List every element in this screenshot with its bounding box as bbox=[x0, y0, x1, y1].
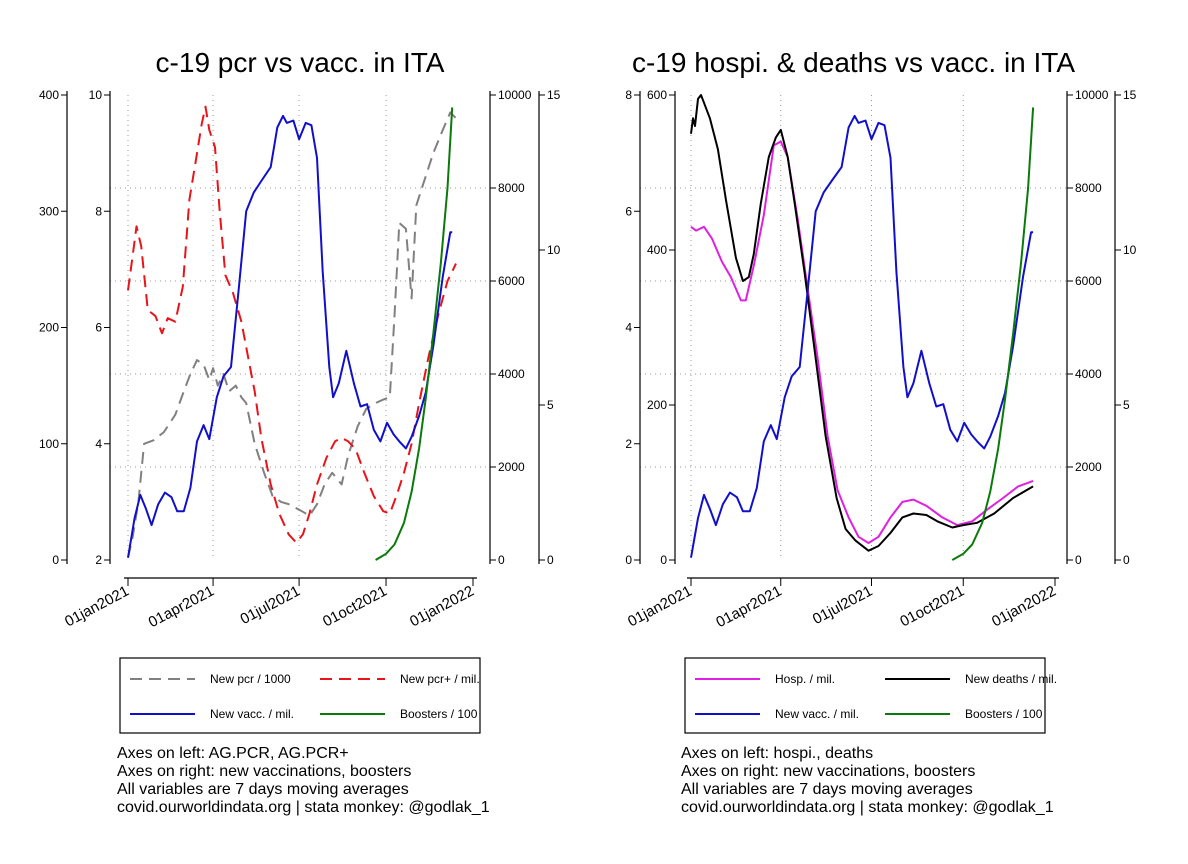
y-tick-label: 200 bbox=[39, 321, 59, 335]
note-line-3: All variables are 7 days moving averages bbox=[117, 781, 409, 798]
y-tick-label: 100 bbox=[39, 437, 59, 451]
note-line-1: Axes on left: AG.PCR, AG.PCR+ bbox=[117, 745, 349, 762]
series-line-new-vacc-mil bbox=[127, 114, 453, 558]
legend: New pcr / 1000 New pcr+ / mil. New vacc. /… bbox=[119, 657, 481, 734]
series-line-boosters-100 bbox=[375, 107, 454, 561]
y-tick-label: 10 bbox=[89, 88, 103, 102]
gridlines bbox=[110, 95, 490, 560]
y-tick-label: 10 bbox=[547, 243, 561, 257]
y-tick-label: 10000 bbox=[1075, 88, 1109, 102]
legend-box bbox=[684, 657, 1046, 734]
y-tick-label: 600 bbox=[647, 88, 667, 102]
series-line-new-deaths-mil bbox=[690, 94, 1034, 552]
note-line-2: Axes on right: new vaccinations, booster… bbox=[117, 763, 412, 780]
chart-pcr-vs-vacc: c-19 pcr vs vacc. in ITA0100200300400246… bbox=[39, 47, 561, 734]
y-tick-label: 15 bbox=[1123, 88, 1137, 102]
y-axis-left-outer: 0 200 400 600 bbox=[647, 88, 676, 567]
y-tick-label: 200 bbox=[647, 398, 667, 412]
y-tick-label: 8000 bbox=[498, 181, 525, 195]
note-line-2: Axes on right: new vaccinations, booster… bbox=[681, 763, 976, 780]
note-line-3: All variables are 7 days moving averages bbox=[681, 781, 973, 798]
series-line-boosters-100 bbox=[951, 107, 1035, 561]
x-tick-label: 01jul2021 bbox=[238, 583, 303, 629]
y-tick-label: 4000 bbox=[498, 367, 525, 381]
y-axis-left-inner: 0 2 4 6 8 bbox=[625, 88, 641, 567]
y-tick-label: 400 bbox=[647, 243, 667, 257]
legend-box bbox=[119, 657, 481, 734]
legend-label: Boosters / 100 bbox=[965, 707, 1043, 721]
y-tick-label: 10 bbox=[1123, 243, 1137, 257]
y-tick-label: 10000 bbox=[498, 88, 532, 102]
y-tick-label: 0 bbox=[498, 553, 505, 567]
y-tick-label: 400 bbox=[39, 88, 59, 102]
chart-notes: Axes on left: hospi., deaths Axes on rig… bbox=[681, 745, 1054, 817]
x-tick-label: 01jan2022 bbox=[407, 583, 477, 631]
x-tick-label: 01apr2021 bbox=[713, 583, 784, 632]
x-tick-label: 01oct2021 bbox=[320, 583, 390, 631]
chart-title: c-19 hospi. & deaths vs vacc. in ITA bbox=[632, 47, 1075, 78]
y-axis-right-inner: 0 2000 4000 6000 8000 10000 bbox=[489, 88, 532, 567]
legend-label: New pcr / 1000 bbox=[210, 672, 291, 686]
y-tick-label: 0 bbox=[52, 553, 59, 567]
x-tick-label: 01jul2021 bbox=[810, 583, 875, 629]
y-tick-label: 0 bbox=[1075, 553, 1082, 567]
chart-hosp-deaths-vs-vacc: c-19 hospi. & deaths vs vacc. in ITA0200… bbox=[625, 47, 1137, 734]
legend-label: New deaths / mil. bbox=[965, 672, 1057, 686]
y-tick-label: 0 bbox=[1123, 553, 1130, 567]
y-tick-label: 8000 bbox=[1075, 181, 1102, 195]
x-tick-label: 01jan2022 bbox=[989, 583, 1059, 631]
y-tick-label: 4 bbox=[95, 437, 102, 451]
y-tick-label: 6 bbox=[625, 204, 632, 218]
y-tick-label: 2 bbox=[625, 437, 632, 451]
x-tick-label: 01jan2021 bbox=[625, 583, 695, 631]
note-line-4: covid.ourworldindata.org | stata monkey:… bbox=[681, 799, 1054, 816]
series-line-new-vacc-mil bbox=[690, 114, 1034, 558]
x-tick-label: 01apr2021 bbox=[146, 583, 217, 632]
chart-notes: Axes on left: AG.PCR, AG.PCR+ Axes on ri… bbox=[117, 745, 490, 817]
x-axis: 01jan2021 01apr2021 01jul2021 01oct2021 01ja… bbox=[625, 577, 1059, 632]
legend: Hosp. / mil. New deaths / mil. New vacc. /… bbox=[684, 657, 1057, 734]
y-tick-label: 2000 bbox=[1075, 460, 1102, 474]
x-axis: 01jan2021 01apr2021 01jul2021 01oct2021 01ja… bbox=[62, 577, 477, 632]
legend-label: Boosters / 100 bbox=[400, 707, 478, 721]
y-tick-label: 8 bbox=[625, 88, 632, 102]
legend-label: New vacc. / mil. bbox=[210, 707, 294, 721]
y-axis-left-outer: 0 100 200 300 400 bbox=[39, 88, 68, 567]
y-axis-right-outer: 0 5 10 15 bbox=[1114, 88, 1137, 567]
y-tick-label: 15 bbox=[547, 88, 561, 102]
y-axis-left-inner: 2 4 6 8 10 bbox=[89, 88, 111, 567]
y-tick-label: 0 bbox=[547, 553, 554, 567]
chart-panel-hosp: c-19 hospi. & deaths vs vacc. in ITA 0 200… bbox=[594, 0, 1188, 864]
y-tick-label: 6000 bbox=[498, 274, 525, 288]
y-tick-label: 300 bbox=[39, 204, 59, 218]
y-tick-label: 4 bbox=[625, 321, 632, 335]
series-line-new-pcr-1000 bbox=[127, 111, 457, 558]
y-tick-label: 6 bbox=[95, 321, 102, 335]
y-tick-label: 2 bbox=[95, 553, 102, 567]
note-line-1: Axes on left: hospi., deaths bbox=[681, 745, 874, 762]
chart-panel-pcr: c-19 pcr vs vacc. in ITA 0 100 200 300 400 2 4 6… bbox=[39, 47, 561, 817]
y-axis-right-inner: 0 2000 4000 6000 8000 10000 bbox=[1066, 88, 1109, 567]
y-tick-label: 8 bbox=[95, 204, 102, 218]
x-tick-label: 01jan2021 bbox=[62, 583, 132, 631]
legend-label: New vacc. / mil. bbox=[775, 707, 859, 721]
chart-title: c-19 pcr vs vacc. in ITA bbox=[156, 47, 445, 78]
y-axis-right-outer: 0 5 10 15 bbox=[538, 88, 561, 567]
y-tick-label: 5 bbox=[547, 398, 554, 412]
note-line-4: covid.ourworldindata.org | stata monkey:… bbox=[117, 799, 490, 816]
gridlines bbox=[640, 95, 1067, 560]
y-tick-label: 6000 bbox=[1075, 274, 1102, 288]
y-tick-label: 5 bbox=[1123, 398, 1130, 412]
legend-label: Hosp. / mil. bbox=[775, 672, 835, 686]
series-line-hosp-mil bbox=[690, 140, 1034, 544]
y-tick-label: 0 bbox=[625, 553, 632, 567]
y-tick-label: 2000 bbox=[498, 460, 525, 474]
y-tick-label: 0 bbox=[660, 553, 667, 567]
series-line-new-pcr-mil bbox=[127, 105, 457, 544]
legend-label: New pcr+ / mil. bbox=[400, 672, 480, 686]
y-tick-label: 4000 bbox=[1075, 367, 1102, 381]
x-tick-label: 01oct2021 bbox=[897, 583, 967, 631]
